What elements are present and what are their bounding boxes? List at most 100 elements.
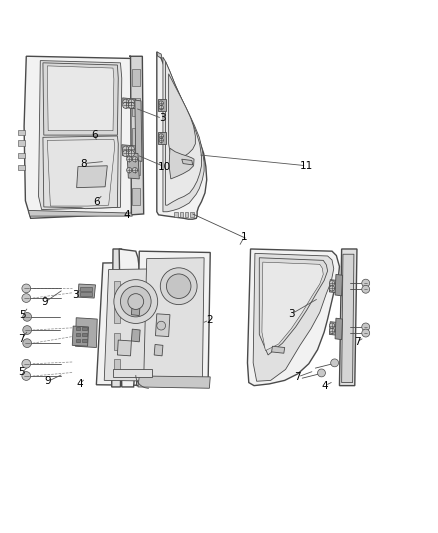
Bar [180,212,183,216]
Polygon shape [127,152,139,179]
Polygon shape [135,100,142,161]
Polygon shape [47,140,115,206]
Circle shape [362,323,370,331]
Text: 10: 10 [158,161,171,172]
Text: 4: 4 [321,381,328,391]
Circle shape [362,329,370,337]
Circle shape [166,274,191,298]
Bar [114,280,120,297]
Bar [114,333,120,350]
Polygon shape [78,284,95,298]
Circle shape [23,339,32,348]
Circle shape [329,328,335,334]
Text: 7: 7 [294,372,301,382]
Polygon shape [262,262,323,351]
Circle shape [159,134,163,138]
Polygon shape [129,56,144,215]
Polygon shape [163,57,204,212]
Circle shape [329,286,335,291]
Circle shape [123,150,129,157]
Text: 3: 3 [159,114,166,124]
Text: 7: 7 [18,334,25,344]
Polygon shape [43,63,118,135]
Circle shape [157,321,166,330]
Polygon shape [39,61,122,209]
Circle shape [132,167,138,173]
Polygon shape [72,326,88,346]
Bar [174,212,178,216]
Text: 9: 9 [41,297,48,308]
Polygon shape [131,329,140,342]
Polygon shape [144,258,204,383]
Text: 8: 8 [80,159,87,168]
Bar [82,333,87,336]
Bar [80,292,92,296]
Polygon shape [96,262,174,386]
Polygon shape [138,376,210,388]
Polygon shape [47,66,114,131]
Text: 9: 9 [45,376,52,386]
Circle shape [132,157,138,162]
Circle shape [23,326,32,334]
Bar [185,212,188,216]
Circle shape [127,167,132,173]
Polygon shape [122,145,138,157]
Text: 4: 4 [76,379,83,389]
Bar [158,132,166,144]
Polygon shape [18,130,25,135]
Polygon shape [335,274,343,296]
Bar [80,287,92,290]
Circle shape [123,146,129,152]
Polygon shape [335,318,343,340]
Bar [132,98,140,116]
Polygon shape [157,52,207,219]
Text: 4: 4 [124,210,131,220]
Bar [132,69,140,86]
Polygon shape [339,249,357,386]
Text: 11: 11 [300,161,313,171]
Polygon shape [131,303,140,316]
Circle shape [23,312,32,321]
Circle shape [22,359,31,368]
Circle shape [362,279,370,287]
Polygon shape [18,152,25,158]
Text: 3: 3 [72,290,79,300]
Circle shape [22,294,31,302]
Polygon shape [112,249,122,387]
Polygon shape [157,52,162,59]
Polygon shape [104,269,169,381]
Bar [132,128,140,146]
Polygon shape [119,249,141,387]
Polygon shape [75,318,97,348]
Text: 1: 1 [241,232,248,242]
Circle shape [128,294,144,310]
Circle shape [123,99,129,106]
Bar [132,188,140,205]
Bar [113,369,152,377]
Bar [76,333,80,336]
Polygon shape [329,280,338,293]
Circle shape [22,284,31,293]
Bar [132,158,140,175]
Polygon shape [166,61,201,205]
Polygon shape [259,258,328,355]
Polygon shape [18,140,25,146]
Text: 6: 6 [93,197,100,207]
Bar [114,307,120,324]
Circle shape [159,106,163,110]
Bar [76,327,80,330]
Circle shape [318,369,325,377]
Circle shape [123,102,129,108]
Circle shape [128,146,134,152]
Circle shape [329,280,335,286]
Circle shape [128,150,134,157]
Circle shape [362,285,370,293]
Bar [82,327,87,330]
Text: 5: 5 [18,367,25,377]
Bar [82,339,87,342]
Circle shape [159,101,163,106]
Polygon shape [247,249,339,386]
Circle shape [160,268,197,304]
Polygon shape [169,148,194,179]
Circle shape [114,280,158,324]
